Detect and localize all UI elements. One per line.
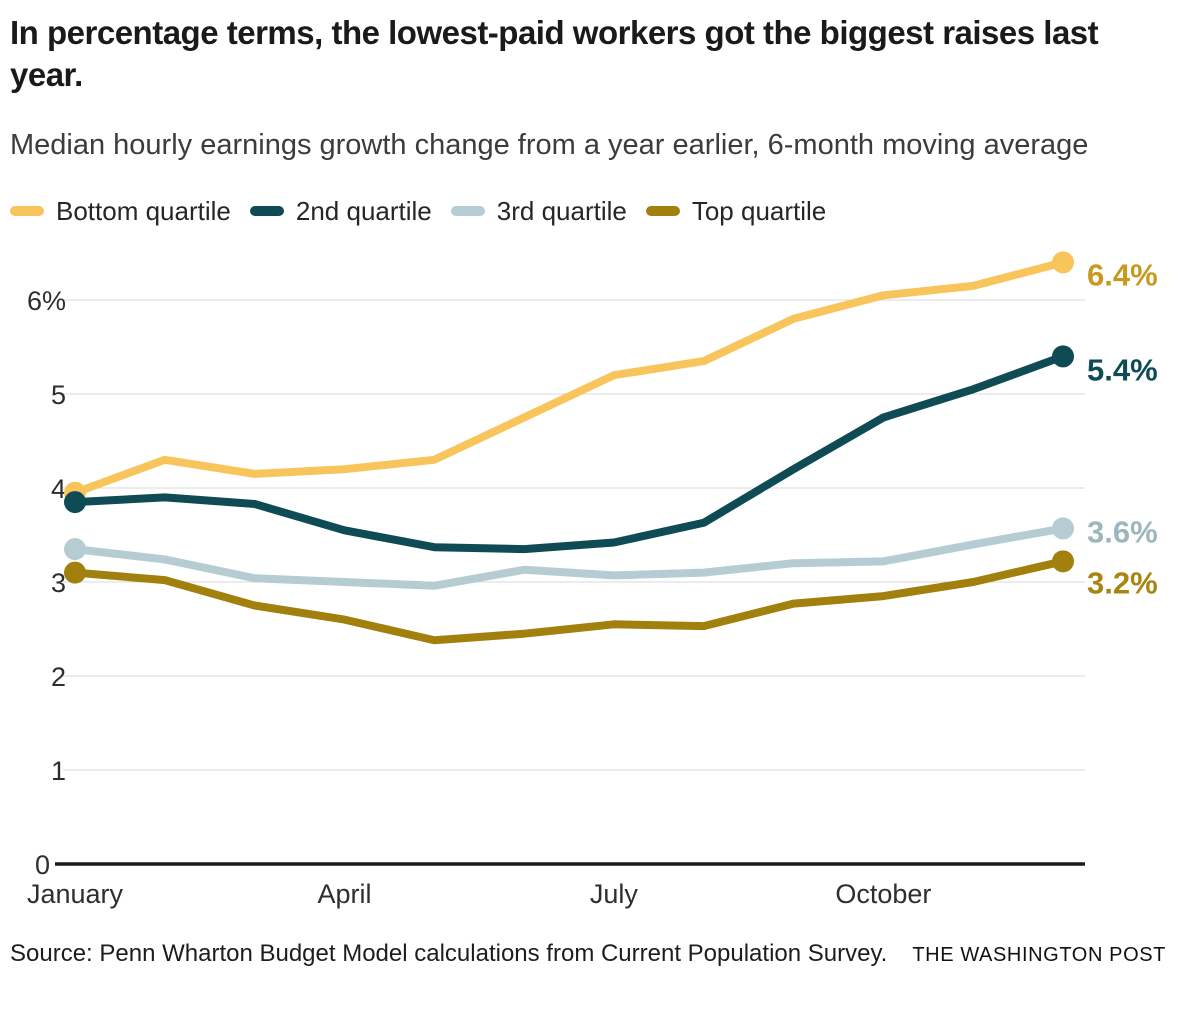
source-note: Source: Penn Wharton Budget Model calcul… <box>10 940 888 967</box>
chart-title: In percentage terms, the lowest-paid wor… <box>10 14 1099 93</box>
legend-label: Top quartile <box>691 195 827 226</box>
legend-item-2nd-quartile: 2nd quartile <box>249 195 432 227</box>
line-3rd-quartile <box>74 524 1064 590</box>
legend-item-3rd-quartile: 3rd quartile <box>450 195 627 227</box>
end-dot-3rd-quartile <box>1052 517 1075 540</box>
end-label-top-quartile: 3.2% <box>1087 565 1158 600</box>
start-dot-top-quartile <box>64 561 86 584</box>
legend-item-bottom-quartile: Bottom quartile <box>10 196 231 227</box>
x-tick-label-october: October <box>835 879 931 909</box>
x-tick-label-january: January <box>27 879 124 909</box>
publisher-attribution: THE WASHINGTON POST <box>912 944 1166 966</box>
legend-label: Bottom quartile <box>56 195 231 226</box>
end-dot-2nd-quartile <box>1052 345 1075 368</box>
line-chart: 0 1 2 3 4 5 6% January April July October 6.4% 5.4% 3… <box>27 251 1158 909</box>
legend-swatch-top-quartile-icon <box>645 206 680 216</box>
legend-swatch-3rd-quartile-icon <box>450 206 485 216</box>
end-label-bottom-quartile: 6.4% <box>1087 257 1158 292</box>
legend-label: 2nd quartile <box>295 195 432 226</box>
page: In percentage terms, the lowest-paid wor… <box>10 14 1168 968</box>
y-tick-label-6: 6% <box>27 286 66 316</box>
end-label-2nd-quartile: 5.4% <box>1087 352 1158 387</box>
y-tick-label-0: 0 <box>35 850 50 880</box>
footer: Source: Penn Wharton Budget Model calcul… <box>10 940 1168 968</box>
line-bottom-quartile <box>73 258 1065 497</box>
end-dot-bottom-quartile <box>1052 251 1075 274</box>
x-tick-label-april: April <box>317 879 371 909</box>
legend: Bottom quartile 2nd quartile 3rd quartil… <box>10 195 1168 227</box>
start-dot-2nd-quartile <box>64 491 86 514</box>
y-tick-label-4: 4 <box>51 474 66 504</box>
y-tick-label-2: 2 <box>51 662 66 692</box>
line-2nd-quartile <box>74 352 1065 554</box>
legend-item-top-quartile: Top quartile <box>645 195 827 227</box>
y-tick-label-1: 1 <box>51 756 66 786</box>
y-tick-label-3: 3 <box>51 568 66 598</box>
legend-swatch-bottom-quartile-icon <box>10 206 44 216</box>
chart-area: 0 1 2 3 4 5 6% January April July October 6.4% 5.4% 3… <box>10 229 1168 934</box>
end-dot-top-quartile <box>1052 550 1075 573</box>
line-top-quartile <box>74 557 1064 645</box>
y-tick-label-5: 5 <box>51 380 66 410</box>
start-dot-3rd-quartile <box>64 538 86 561</box>
x-tick-label-july: July <box>590 879 639 909</box>
legend-label: 3rd quartile <box>496 195 627 226</box>
chart-subtitle: Median hourly earnings growth change fro… <box>10 129 1089 161</box>
legend-swatch-2nd-quartile-icon <box>249 206 284 216</box>
end-label-3rd-quartile: 3.6% <box>1087 514 1158 549</box>
